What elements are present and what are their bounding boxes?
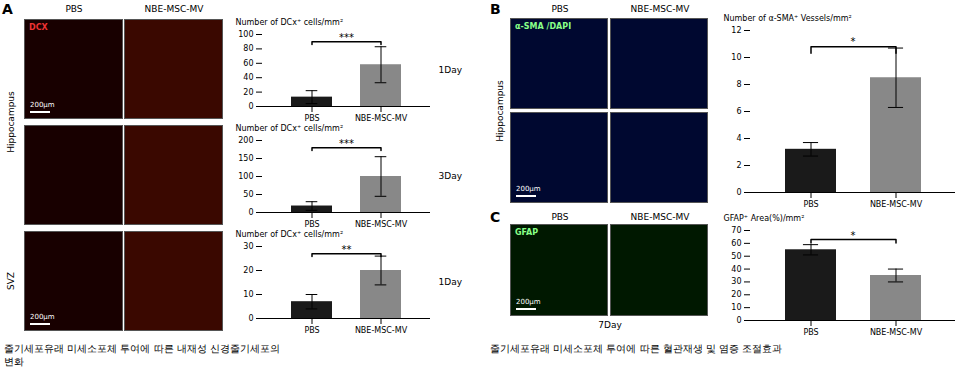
svg-text:8: 8 xyxy=(736,80,741,89)
svg-text:0: 0 xyxy=(248,314,253,323)
html-text:Hippocampus: Hippocampus xyxy=(6,91,16,153)
html-text:7Day: 7Day xyxy=(598,320,622,330)
svg-text:200: 200 xyxy=(238,136,253,145)
svg-text:10: 10 xyxy=(731,53,741,62)
html-text:NBE-MSC-MV: NBE-MSC-MV xyxy=(630,4,690,14)
svg-text:Number of DCx⁺ cells/mm²: Number of DCx⁺ cells/mm² xyxy=(236,230,344,239)
svg-text:10: 10 xyxy=(243,290,253,299)
svg-text:2: 2 xyxy=(736,161,741,170)
html-text:NBE-MSC-MV: NBE-MSC-MV xyxy=(630,212,690,222)
svg-text:Number of DCx⁺ cells/mm²: Number of DCx⁺ cells/mm² xyxy=(236,124,344,133)
svg-text:NBE-MSC-MV: NBE-MSC-MV xyxy=(355,114,408,122)
svg-text:*: * xyxy=(851,230,856,241)
html-text:PBS: PBS xyxy=(551,212,569,222)
svg-text:10: 10 xyxy=(731,303,741,312)
svg-text:150: 150 xyxy=(238,154,253,163)
svg-text:0: 0 xyxy=(736,316,741,325)
html-text:NBE-MSC-MV: NBE-MSC-MV xyxy=(144,4,204,14)
svg-text:6: 6 xyxy=(736,107,741,116)
svg-text:NBE-MSC-MV: NBE-MSC-MV xyxy=(870,200,923,208)
svg-text:GFAP⁺ Area(%)/mm²: GFAP⁺ Area(%)/mm² xyxy=(724,214,805,223)
svg-text:Number of DCx⁺ cells/mm²: Number of DCx⁺ cells/mm² xyxy=(236,18,344,27)
svg-text:PBS: PBS xyxy=(304,326,319,334)
svg-text:12: 12 xyxy=(731,26,741,35)
svg-text:60: 60 xyxy=(731,239,741,248)
html-text:DCX: DCX xyxy=(29,23,48,32)
svg-text:20: 20 xyxy=(243,88,253,97)
html-text:SVZ: SVZ xyxy=(6,272,16,290)
html-text:PBS: PBS xyxy=(551,4,569,14)
svg-text:Number of α-SMA⁺ Vessels/mm²: Number of α-SMA⁺ Vessels/mm² xyxy=(724,14,852,23)
svg-text:20: 20 xyxy=(731,290,741,299)
html-text:변화: 변화 xyxy=(4,356,24,367)
html-text:PBS: PBS xyxy=(65,4,83,14)
svg-text:100: 100 xyxy=(238,30,253,39)
svg-text:30: 30 xyxy=(243,242,253,251)
svg-text:PBS: PBS xyxy=(304,220,319,228)
html-text:200μm: 200μm xyxy=(516,185,541,193)
svg-text:1Day: 1Day xyxy=(439,65,463,75)
svg-text:PBS: PBS xyxy=(304,114,319,122)
html-text:A: A xyxy=(2,1,13,17)
svg-text:PBS: PBS xyxy=(803,200,818,208)
svg-text:***: *** xyxy=(339,32,354,43)
svg-text:3Day: 3Day xyxy=(439,171,463,181)
svg-text:20: 20 xyxy=(243,266,253,275)
html-text:줄기세포유래 미세소포체 투여에 따른 내재성 신경줄기세포: 줄기세포유래 미세소포체 투여에 따른 내재성 신경줄기세포의 xyxy=(4,343,280,354)
svg-text:NBE-MSC-MV: NBE-MSC-MV xyxy=(355,326,408,334)
html-text:GFAP: GFAP xyxy=(515,228,539,237)
svg-text:40: 40 xyxy=(731,265,741,274)
svg-text:***: *** xyxy=(339,138,354,149)
svg-text:50: 50 xyxy=(243,190,253,199)
svg-text:0: 0 xyxy=(248,208,253,217)
html-text:C: C xyxy=(490,209,501,225)
svg-text:40: 40 xyxy=(243,73,253,82)
html-text:200μm: 200μm xyxy=(30,313,55,321)
svg-text:100: 100 xyxy=(238,172,253,181)
svg-text:0: 0 xyxy=(248,102,253,111)
svg-text:60: 60 xyxy=(243,59,253,68)
svg-text:30: 30 xyxy=(731,277,741,286)
html-text:Hippocampus: Hippocampus xyxy=(495,80,505,142)
svg-text:70: 70 xyxy=(731,226,741,235)
svg-text:**: ** xyxy=(342,244,352,255)
svg-text:*: * xyxy=(851,36,856,47)
svg-text:4: 4 xyxy=(736,134,741,143)
html-text:줄기세포유래 미세소포체 투여에 따른 혈관재생 및 염증: 줄기세포유래 미세소포체 투여에 따른 혈관재생 및 염증 조절효과 xyxy=(490,343,783,354)
svg-text:50: 50 xyxy=(731,252,741,261)
svg-text:80: 80 xyxy=(243,44,253,53)
svg-text:PBS: PBS xyxy=(803,328,818,336)
svg-text:NBE-MSC-MV: NBE-MSC-MV xyxy=(355,220,408,228)
svg-text:1Day: 1Day xyxy=(439,277,463,287)
svg-text:NBE-MSC-MV: NBE-MSC-MV xyxy=(870,328,923,336)
html-text:200μm: 200μm xyxy=(30,101,55,109)
html-text:200μm: 200μm xyxy=(516,298,541,306)
html-text:α-SMA /DAPI: α-SMA /DAPI xyxy=(515,22,572,31)
html-text:B: B xyxy=(490,1,501,17)
svg-text:0: 0 xyxy=(736,188,741,197)
